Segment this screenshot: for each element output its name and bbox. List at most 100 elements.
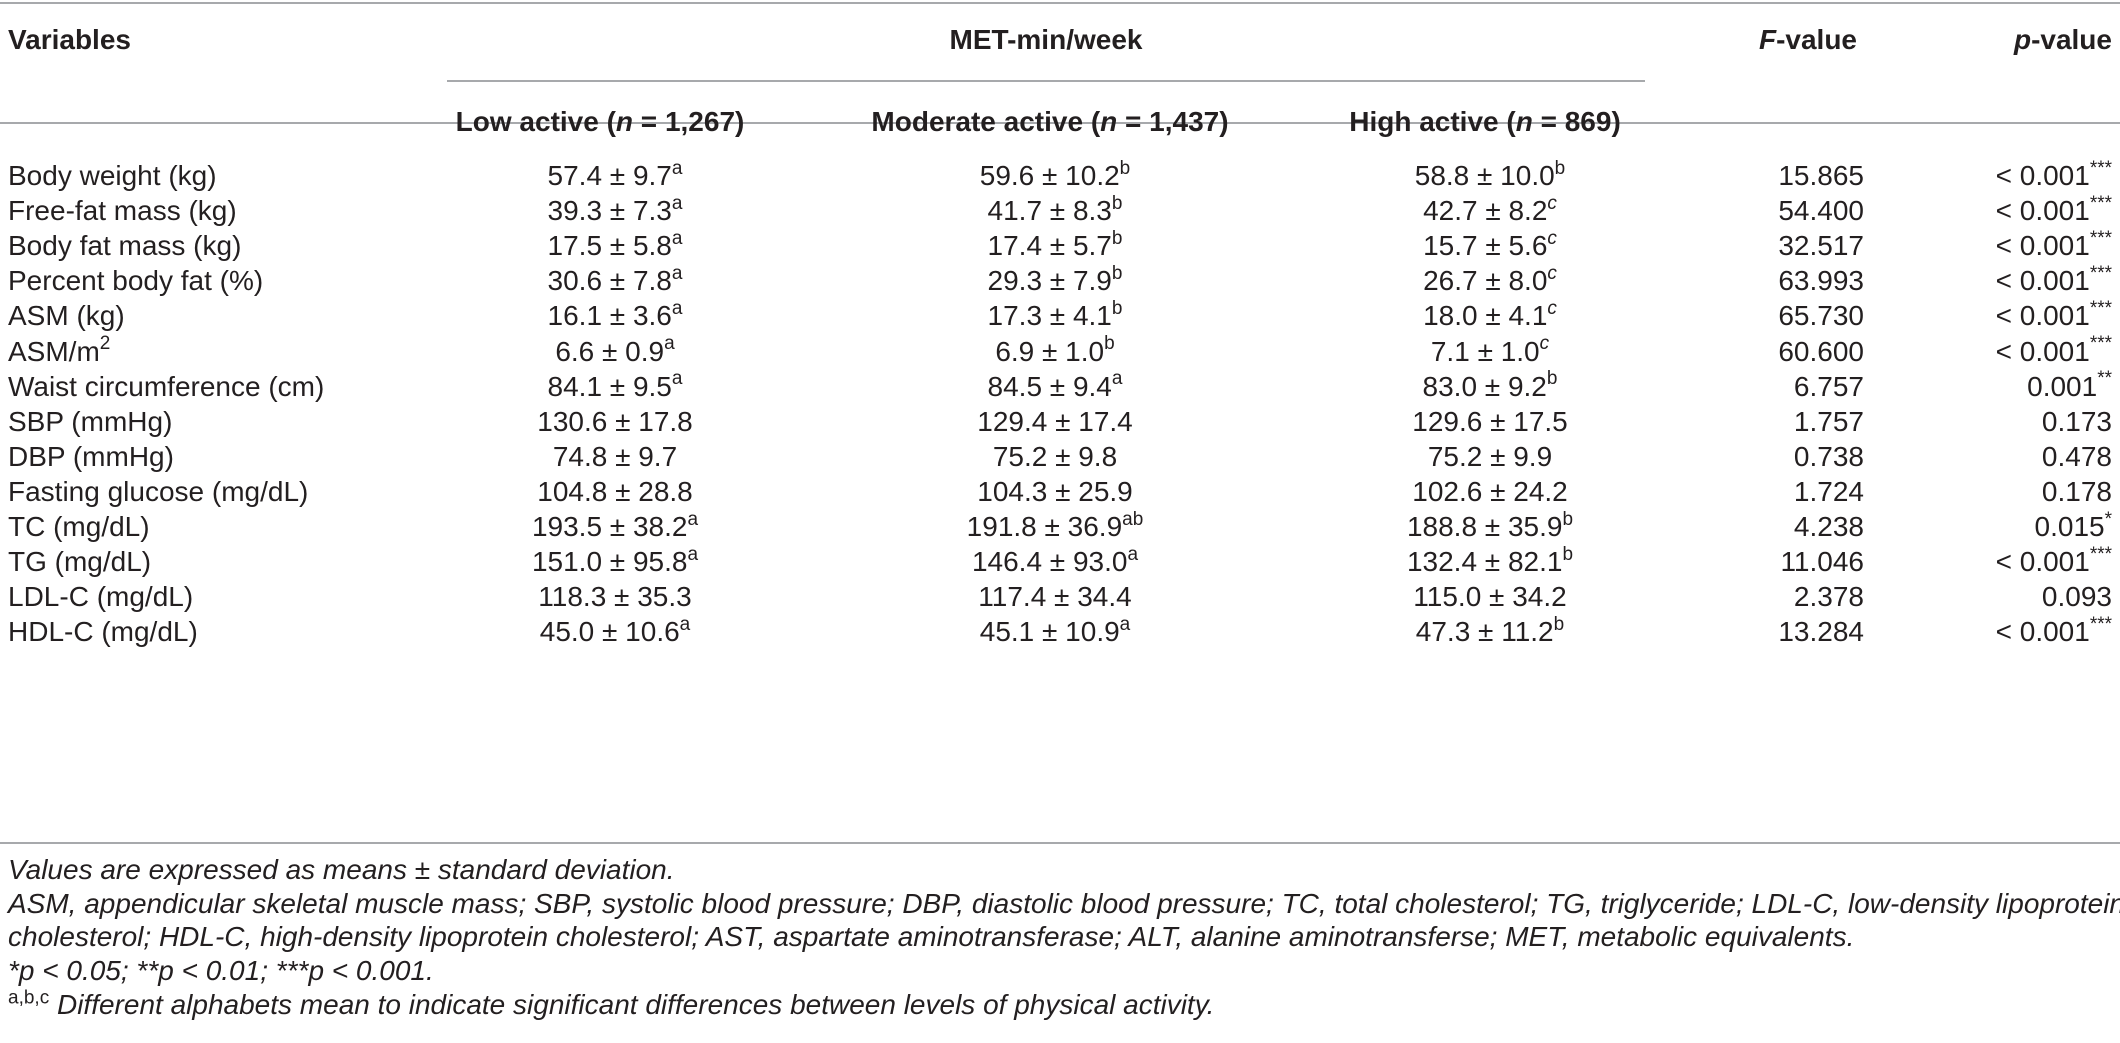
cell-moderate-active: 129.4 ± 17.4 bbox=[835, 405, 1275, 439]
cell-moderate-active-text: 59.6 ± 10.2 bbox=[979, 160, 1120, 191]
cell-f-value-text: 1.724 bbox=[1793, 475, 1864, 507]
cell-moderate-active: 84.5 ± 9.4a bbox=[835, 368, 1275, 404]
header-bottom-rule bbox=[0, 122, 2120, 124]
cell-p-value-superscript: *** bbox=[2089, 333, 2112, 355]
cell-variable: Fasting glucose (mg/dL) bbox=[8, 475, 388, 509]
cell-f-value-text: 15.865 bbox=[1778, 160, 1864, 191]
cell-moderate-active-superscript: ab bbox=[1122, 508, 1144, 530]
header-f-value: F-value bbox=[1718, 23, 1898, 57]
cell-p-value-text: < 0.001 bbox=[1995, 300, 2090, 332]
table-top-rule bbox=[0, 2, 2120, 4]
cell-p-value-superscript: * bbox=[2104, 508, 2112, 530]
header-group-moderate: Moderate active (n = 1,437) bbox=[830, 105, 1270, 139]
cell-high-active-text: 83.0 ± 9.2 bbox=[1422, 370, 1547, 402]
cell-p-value: < 0.001*** bbox=[1880, 264, 2112, 298]
table-bottom-rule bbox=[0, 842, 2120, 844]
cell-variable: ASM/m2 bbox=[8, 334, 388, 369]
cell-f-value-text: 63.993 bbox=[1778, 265, 1864, 297]
cell-variable: Free-fat mass (kg) bbox=[8, 194, 388, 228]
cell-p-value: < 0.001*** bbox=[1880, 333, 2112, 369]
cell-p-value-text: < 0.001 bbox=[1995, 195, 2090, 227]
cell-p-value-text: < 0.001 bbox=[1995, 230, 2090, 262]
cell-low-active-superscript: a bbox=[679, 613, 691, 635]
cell-variable: Body fat mass (kg) bbox=[8, 229, 388, 263]
cell-moderate-active: 17.3 ± 4.1b bbox=[835, 299, 1275, 333]
cell-variable-text: ASM (kg) bbox=[8, 300, 125, 332]
cell-high-active: 132.4 ± 82.1b bbox=[1270, 545, 1710, 579]
cell-f-value-text: 13.284 bbox=[1778, 616, 1864, 648]
cell-p-value-superscript: *** bbox=[2089, 227, 2112, 249]
cell-f-value-text: 11.046 bbox=[1780, 546, 1864, 578]
cell-high-active-text: 47.3 ± 11.2 bbox=[1415, 616, 1554, 648]
cell-high-active: 188.8 ± 35.9b bbox=[1270, 510, 1710, 544]
cell-high-active-text: 18.0 ± 4.1 bbox=[1423, 300, 1548, 332]
cell-high-active-superscript: b bbox=[1546, 368, 1558, 390]
cell-high-active: 47.3 ± 11.2b bbox=[1270, 615, 1710, 649]
cell-low-active-text: 30.6 ± 7.8 bbox=[547, 265, 672, 297]
cell-high-active: 42.7 ± 8.2c bbox=[1270, 194, 1710, 228]
group-moderate-n: n bbox=[1100, 106, 1118, 137]
cell-moderate-active: 45.1 ± 10.9a bbox=[835, 615, 1275, 649]
cell-moderate-active: 191.8 ± 36.9ab bbox=[835, 510, 1275, 544]
group-low-count: = 1,267) bbox=[633, 106, 745, 137]
cell-high-active-superscript: c bbox=[1539, 333, 1550, 355]
cell-moderate-active-superscript: b bbox=[1104, 333, 1115, 355]
cell-high-active-superscript: c bbox=[1547, 227, 1557, 249]
cell-f-value-text: 54.400 bbox=[1778, 195, 1864, 227]
cell-moderate-active: 6.9 ± 1.0b bbox=[835, 333, 1275, 369]
group-moderate-label: Moderate active ( bbox=[871, 106, 1101, 137]
cell-f-value: 6.757 bbox=[1700, 370, 1864, 404]
cell-moderate-active: 104.3 ± 25.9 bbox=[835, 475, 1275, 509]
cell-high-active-text: 58.8 ± 10.0 bbox=[1414, 160, 1555, 191]
cell-moderate-active: 117.4 ± 34.4 bbox=[835, 580, 1275, 614]
cell-p-value-text: 0.001 bbox=[2027, 370, 2098, 402]
f-value-italic: F bbox=[1758, 24, 1777, 55]
header-p-value: p-value bbox=[1880, 23, 2112, 57]
cell-p-value: < 0.001*** bbox=[1880, 194, 2112, 228]
cell-low-active: 16.1 ± 3.6a bbox=[395, 299, 835, 333]
cell-high-active-text: 188.8 ± 35.9 bbox=[1406, 511, 1563, 542]
cell-variable-text: Body weight (kg) bbox=[8, 160, 217, 191]
group-high-n: n bbox=[1515, 106, 1533, 137]
cell-variable: Waist circumference (cm) bbox=[8, 370, 388, 404]
cell-low-active-superscript: a bbox=[671, 298, 683, 320]
cell-moderate-active-text: 75.2 ± 9.8 bbox=[992, 440, 1118, 472]
cell-p-value: < 0.001*** bbox=[1880, 615, 2112, 649]
cell-variable-text: LDL-C (mg/dL) bbox=[8, 581, 194, 613]
cell-p-value: 0.015* bbox=[1880, 510, 2112, 544]
cell-low-active-superscript: a bbox=[671, 262, 683, 284]
cell-low-active: 17.5 ± 5.8a bbox=[395, 229, 835, 263]
group-low-n: n bbox=[615, 106, 634, 137]
cell-high-active: 102.6 ± 24.2 bbox=[1270, 475, 1710, 509]
cell-f-value: 15.865 bbox=[1700, 159, 1864, 193]
cell-low-active: 193.5 ± 38.2a bbox=[395, 510, 835, 544]
header-variables: Variables bbox=[8, 24, 131, 55]
met-group-rule bbox=[447, 80, 1645, 82]
cell-low-active-text: 74.8 ± 9.7 bbox=[552, 440, 678, 472]
cell-f-value: 63.993 bbox=[1700, 264, 1864, 298]
f-value-rest: -value bbox=[1776, 24, 1858, 55]
cell-moderate-active: 17.4 ± 5.7b bbox=[835, 229, 1275, 263]
cell-f-value: 11.046 bbox=[1700, 545, 1864, 579]
cell-f-value: 65.730 bbox=[1700, 299, 1864, 333]
cell-moderate-active-superscript: a bbox=[1111, 368, 1123, 390]
p-value-italic: p bbox=[2013, 24, 2032, 55]
cell-high-active: 58.8 ± 10.0b bbox=[1270, 159, 1710, 193]
cell-high-active-text: 115.0 ± 34.2 bbox=[1413, 581, 1567, 613]
cell-p-value: 0.001** bbox=[1880, 369, 2112, 404]
cell-moderate-active-superscript: a bbox=[1119, 613, 1131, 635]
cell-high-active: 129.6 ± 17.5 bbox=[1270, 405, 1710, 439]
cell-p-value-superscript: *** bbox=[2089, 613, 2112, 635]
cell-low-active-superscript: a bbox=[687, 543, 699, 565]
cell-low-active-superscript: a bbox=[671, 368, 683, 390]
cell-high-active-text: 26.7 ± 8.0 bbox=[1423, 265, 1548, 297]
cell-f-value: 4.238 bbox=[1700, 510, 1864, 544]
cell-f-value: 1.724 bbox=[1700, 475, 1864, 509]
cell-f-value-text: 0.738 bbox=[1793, 440, 1864, 472]
cell-low-active: 45.0 ± 10.6a bbox=[395, 615, 835, 649]
cell-low-active-superscript: a bbox=[687, 508, 699, 530]
cell-high-active-superscript: b bbox=[1553, 613, 1565, 635]
cell-low-active-text: 6.6 ± 0.9 bbox=[555, 335, 665, 367]
cell-variable: Percent body fat (%) bbox=[8, 264, 388, 298]
cell-variable-text: Waist circumference (cm) bbox=[8, 370, 325, 402]
